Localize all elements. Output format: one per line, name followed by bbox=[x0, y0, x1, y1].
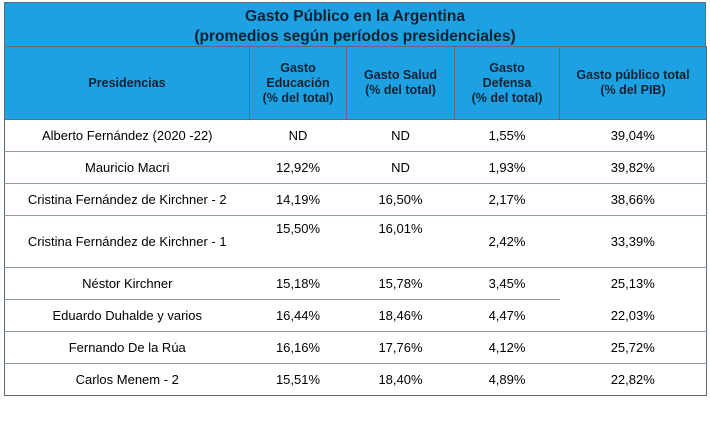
cell-presidencia: Cristina Fernández de Kirchner - 2 bbox=[4, 183, 250, 216]
cell-educacion: ND bbox=[249, 119, 347, 152]
cell-total: 39,82% bbox=[559, 151, 707, 184]
cell-educacion: 12,92% bbox=[249, 151, 347, 184]
cell-presidencia: Mauricio Macri bbox=[4, 151, 250, 184]
cell-salud: 17,76% bbox=[346, 331, 455, 364]
header-salud: Gasto Salud (% del total) bbox=[346, 46, 455, 120]
cell-educacion: 15,51% bbox=[249, 363, 347, 396]
cell-total: 22,03% bbox=[559, 299, 707, 332]
cell-defensa: 1,55% bbox=[454, 119, 560, 152]
table-row: Cristina Fernández de Kirchner - 1 15,50… bbox=[4, 215, 707, 268]
cell-presidencia: Eduardo Duhalde y varios bbox=[4, 299, 250, 332]
header-presidencias: Presidencias bbox=[4, 46, 250, 120]
cell-salud: 18,40% bbox=[346, 363, 455, 396]
table-row: Fernando De la Rúa 16,16% 17,76% 4,12% 2… bbox=[4, 331, 707, 364]
cell-presidencia: Cristina Fernández de Kirchner - 1 bbox=[4, 215, 250, 268]
table-row: Cristina Fernández de Kirchner - 2 14,19… bbox=[4, 183, 707, 216]
cell-presidencia: Carlos Menem - 2 bbox=[4, 363, 250, 396]
cell-salud: ND bbox=[346, 151, 455, 184]
title-line-2: (promedios según períodos presidenciales… bbox=[194, 28, 516, 45]
spending-table: Presidencias Gasto Educación (% del tota… bbox=[4, 46, 707, 396]
header-row: Presidencias Gasto Educación (% del tota… bbox=[4, 46, 707, 120]
cell-presidencia: Fernando De la Rúa bbox=[4, 331, 250, 364]
cell-educacion: 16,16% bbox=[249, 331, 347, 364]
table-row: Néstor Kirchner 15,18% 15,78% 3,45% 25,1… bbox=[4, 267, 707, 300]
cell-defensa: 4,89% bbox=[454, 363, 560, 396]
cell-total: 39,04% bbox=[559, 119, 707, 152]
header-educacion: Gasto Educación (% del total) bbox=[249, 46, 347, 120]
cell-salud: 15,78% bbox=[346, 267, 455, 300]
cell-salud: 18,46% bbox=[346, 299, 455, 332]
cell-salud: 16,01% bbox=[346, 215, 455, 268]
cell-presidencia: Alberto Fernández (2020 -22) bbox=[4, 119, 250, 152]
cell-educacion: 15,18% bbox=[249, 267, 347, 300]
table-row: Alberto Fernández (2020 -22) ND ND 1,55%… bbox=[4, 119, 707, 152]
cell-total: 22,82% bbox=[559, 363, 707, 396]
cell-educacion: 16,44% bbox=[249, 299, 347, 332]
table-row: Carlos Menem - 2 15,51% 18,40% 4,89% 22,… bbox=[4, 363, 707, 396]
cell-defensa: 2,42% bbox=[454, 215, 560, 268]
cell-presidencia: Néstor Kirchner bbox=[4, 267, 250, 300]
cell-defensa: 3,45% bbox=[454, 267, 560, 300]
spending-table-container: Gasto Público en la Argentina (promedios… bbox=[4, 2, 707, 396]
cell-defensa: 2,17% bbox=[454, 183, 560, 216]
cell-salud: ND bbox=[346, 119, 455, 152]
header-defensa: Gasto Defensa (% del total) bbox=[454, 46, 560, 120]
cell-defensa: 1,93% bbox=[454, 151, 560, 184]
cell-educacion: 15,50% bbox=[249, 215, 347, 268]
cell-total: 25,72% bbox=[559, 331, 707, 364]
cell-defensa: 4,12% bbox=[454, 331, 560, 364]
cell-educacion: 14,19% bbox=[249, 183, 347, 216]
cell-salud: 16,50% bbox=[346, 183, 455, 216]
cell-total: 38,66% bbox=[559, 183, 707, 216]
table-row: Eduardo Duhalde y varios 16,44% 18,46% 4… bbox=[4, 299, 707, 332]
cell-defensa: 4,47% bbox=[454, 299, 560, 332]
header-total: Gasto público total (% del PIB) bbox=[559, 46, 707, 120]
cell-total: 33,39% bbox=[559, 215, 707, 268]
cell-total: 25,13% bbox=[559, 267, 707, 300]
table-row: Mauricio Macri 12,92% ND 1,93% 39,82% bbox=[4, 151, 707, 184]
title-line-1: Gasto Público en la Argentina bbox=[245, 8, 465, 25]
table-title: Gasto Público en la Argentina (promedios… bbox=[4, 2, 706, 46]
